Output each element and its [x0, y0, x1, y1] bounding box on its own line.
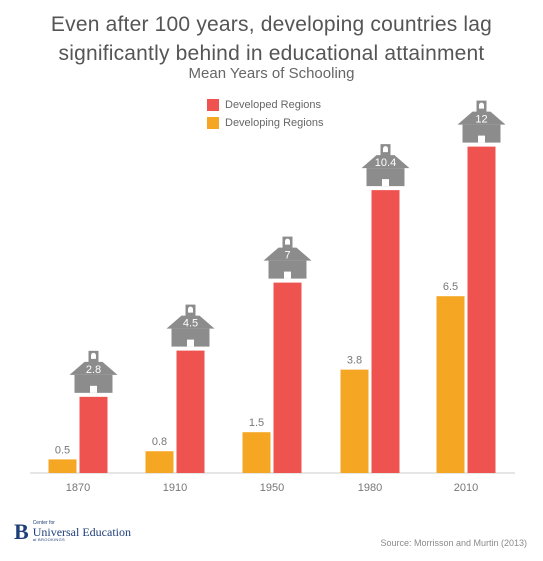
school-door	[187, 339, 194, 347]
school-body	[171, 328, 210, 347]
schoolhouse-icon	[69, 350, 118, 393]
bar-developing-1870	[48, 459, 77, 473]
x-tick-label-1910: 1910	[163, 482, 187, 494]
bar-developing-1980	[340, 369, 369, 473]
source-note: Source: Morrisson and Murtin (2013)	[380, 538, 527, 548]
brookings-logo: B Center for Universal Education at BROO…	[14, 521, 131, 543]
x-tick-label-2010: 2010	[454, 482, 478, 494]
x-tick-label-1980: 1980	[358, 482, 382, 494]
legend-label-developed: Developed Regions	[225, 99, 322, 111]
value-label-developing-2010: 6.5	[443, 281, 458, 293]
value-label-developed-1950: 7	[284, 250, 290, 262]
school-body	[462, 124, 501, 143]
value-label-developed-2010: 12	[475, 114, 487, 126]
value-label-developing-1870: 0.5	[55, 444, 70, 456]
schoolhouse-icon	[361, 144, 410, 187]
school-door	[90, 385, 97, 393]
school-body	[366, 168, 405, 187]
x-tick-label-1950: 1950	[260, 482, 284, 494]
school-bell-window	[285, 238, 290, 245]
schoolhouse-icon	[166, 304, 215, 347]
bar-developed-1980	[371, 190, 400, 473]
legend: Developed Regions Developing Regions	[207, 96, 323, 132]
bar-developed-2010	[467, 146, 496, 473]
bar-developing-1910	[145, 451, 174, 473]
schoolhouse-icon	[457, 100, 506, 143]
school-body	[268, 260, 307, 279]
legend-swatch-developing	[207, 117, 219, 129]
logo-sub-text: at BROOKINGS	[32, 537, 65, 542]
value-label-developing-1980: 3.8	[347, 355, 362, 367]
chart-title-line-2: significantly behind in educational atta…	[58, 42, 485, 65]
x-tick-label-1870: 1870	[66, 482, 90, 494]
school-bell-window	[383, 146, 388, 153]
logo-main-text: Universal Education	[32, 525, 131, 539]
school-roof	[361, 155, 410, 169]
bar-developed-1870	[79, 396, 108, 473]
logo-small-text: Center for	[32, 520, 55, 526]
school-roof	[166, 315, 215, 329]
value-label-developed-1870: 2.8	[86, 364, 101, 376]
bar-developed-1950	[273, 282, 302, 473]
school-bell-window	[188, 306, 193, 313]
school-bell-window	[479, 102, 484, 109]
chart-title: Even after 100 years, developing countri…	[0, 10, 543, 68]
school-roof	[69, 361, 118, 375]
school-roof	[263, 247, 312, 261]
value-label-developing-1910: 0.8	[152, 436, 167, 448]
school-door	[478, 135, 485, 143]
chart-title-line-1: Even after 100 years, developing countri…	[50, 13, 493, 36]
school-body	[74, 374, 113, 393]
bar-developing-1950	[242, 432, 271, 473]
value-label-developing-1950: 1.5	[249, 417, 264, 429]
bar-developed-1910	[176, 350, 205, 473]
legend-swatch-developed	[207, 99, 219, 111]
school-bell-window	[91, 352, 96, 359]
legend-item-developing: Developing Regions	[207, 114, 323, 132]
legend-label-developing: Developing Regions	[225, 117, 324, 129]
schoolhouse-icon	[263, 236, 312, 279]
logo-letter: B	[14, 519, 29, 544]
school-roof	[457, 111, 506, 125]
chart-subtitle: Mean Years of Schooling	[188, 65, 355, 82]
bar-developing-2010	[436, 296, 465, 473]
school-door	[382, 179, 389, 187]
value-label-developed-1980: 10.4	[375, 157, 396, 169]
legend-item-developed: Developed Regions	[207, 96, 323, 114]
value-label-developed-1910: 4.5	[183, 318, 198, 330]
school-door	[284, 271, 291, 279]
logo-text: Center for Universal Education at BROOKI…	[33, 521, 131, 542]
